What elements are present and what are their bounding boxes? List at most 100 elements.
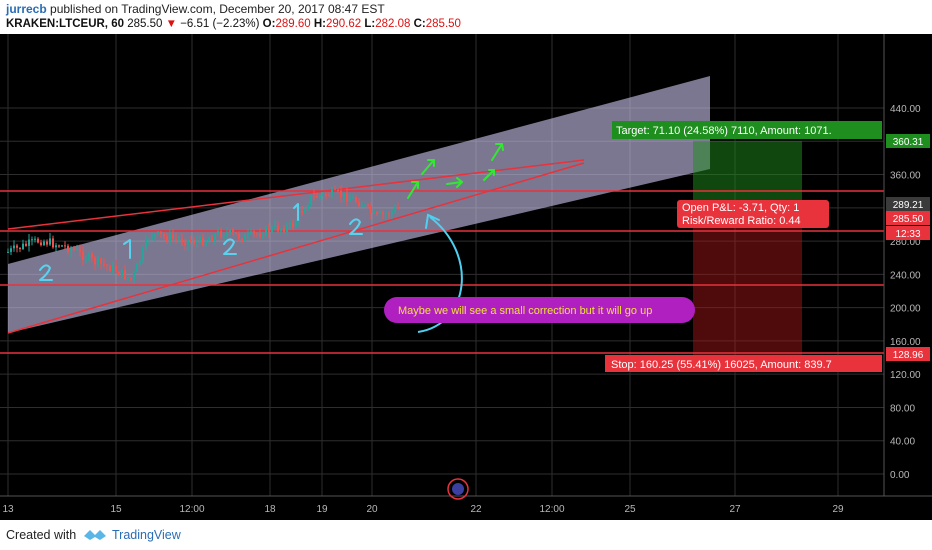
candle-body [358, 201, 360, 207]
candle-body [118, 272, 120, 276]
candle-body [373, 211, 375, 214]
candle-body [181, 238, 183, 243]
candle-body [67, 245, 69, 253]
stop-label: Stop: 160.25 (55.41%) 16025, Amount: 839… [611, 359, 832, 371]
tradingview-link[interactable]: TradingView [112, 528, 181, 542]
candle-body [241, 238, 243, 242]
candle-body [82, 251, 84, 260]
candle-body [382, 212, 384, 215]
candle-body [88, 253, 90, 260]
candle-body [178, 238, 180, 240]
candle-body [46, 241, 48, 245]
candle-body [355, 197, 357, 202]
candle-body [154, 233, 156, 237]
candle-body [136, 263, 138, 273]
price-tick-label: 360.00 [890, 171, 921, 182]
time-tick-label: 12:00 [179, 504, 204, 515]
candle-body [340, 190, 342, 198]
candle-body [85, 259, 87, 261]
price-badge [886, 134, 930, 148]
candle-body [19, 247, 21, 250]
candle-body [157, 231, 159, 234]
price-tick-label: 280.00 [890, 237, 921, 248]
candle-body [370, 205, 372, 214]
candle-body [43, 241, 45, 246]
candle-body [166, 236, 168, 242]
candle-body [259, 233, 261, 237]
candle-body [130, 277, 132, 280]
time-tick-label: 13 [2, 504, 14, 515]
publish-info: published on TradingView.com, December 2… [50, 2, 385, 16]
lower-trendline[interactable] [7, 162, 585, 334]
candle-body [295, 220, 297, 227]
candle-body [106, 264, 108, 266]
price-chart[interactable]: Maybe we will see a small correction but… [0, 34, 932, 520]
time-tick-label: 27 [729, 504, 741, 515]
high-label: H: [313, 18, 326, 30]
candle-body [25, 243, 27, 246]
wave-label-1b [293, 203, 299, 221]
candle-body [52, 238, 54, 248]
candle-body [391, 210, 393, 215]
stop-zone[interactable] [693, 223, 802, 356]
candle-body [334, 189, 336, 191]
candle-body [37, 238, 39, 243]
pl-label-box[interactable] [677, 200, 829, 228]
candle-body [280, 228, 282, 232]
publish-line: jurrecb published on TradingView.com, De… [6, 2, 385, 16]
author-link[interactable]: jurrecb [6, 2, 47, 16]
stop-label-box[interactable] [605, 355, 882, 372]
time-tick-label: 25 [624, 504, 636, 515]
candle-body [268, 226, 270, 233]
candle-body [226, 232, 228, 236]
candle-body [16, 245, 18, 248]
time-tick-label: 22 [470, 504, 482, 515]
logo-watermark-icon [447, 478, 469, 500]
candle-body [91, 253, 93, 258]
annotation-text: Maybe we will see a small correction but… [398, 305, 652, 317]
time-axis-ticks: 13 15 12:00 18 19 20 22 12:00 25 27 29 [2, 504, 844, 515]
projection-arrows [407, 143, 504, 199]
candle-body [250, 231, 252, 234]
candle-body [151, 236, 153, 239]
candle-body [289, 222, 291, 226]
candle-body [385, 213, 387, 215]
correction-curve-arrow [417, 216, 463, 333]
candle-body [304, 209, 306, 213]
candle-body [271, 227, 273, 233]
candle-body [247, 233, 249, 236]
candle-body [325, 193, 327, 196]
price-tick-label: 0.00 [890, 470, 910, 481]
candle-body [70, 248, 72, 253]
high-value: 290.62 [325, 18, 362, 30]
candle-body [283, 228, 285, 232]
price-badge-label: 360.31 [893, 137, 924, 148]
upper-trendline[interactable] [7, 159, 585, 230]
candle-body [28, 239, 30, 246]
candle-body [124, 269, 126, 280]
candle-body [7, 251, 9, 253]
close-label: C: [413, 18, 426, 30]
candle-body [208, 238, 210, 242]
candle-body [244, 235, 246, 242]
candle-body [238, 233, 240, 239]
candle-body [349, 198, 351, 202]
price-tick-label: 440.00 [890, 104, 921, 115]
price-badge-label: 128.96 [893, 350, 924, 361]
target-label-box[interactable] [612, 121, 882, 139]
candle-body [256, 233, 258, 235]
candle-body [121, 269, 123, 276]
open-label: O: [262, 18, 276, 30]
price-axis[interactable] [884, 34, 932, 520]
price-tick-label: 40.00 [890, 437, 915, 448]
low-value: 282.08 [375, 18, 411, 30]
candle-body [31, 239, 33, 241]
candle-body [307, 204, 309, 210]
candle-body [328, 195, 330, 197]
candle-body [139, 260, 141, 264]
annotation-bubble[interactable] [384, 297, 695, 323]
candle-body [163, 234, 165, 237]
target-label: Target: 71.10 (24.58%) 7110, Amount: 107… [616, 125, 832, 137]
tradingview-cloud-icon [84, 530, 106, 540]
candle-body [64, 245, 66, 247]
